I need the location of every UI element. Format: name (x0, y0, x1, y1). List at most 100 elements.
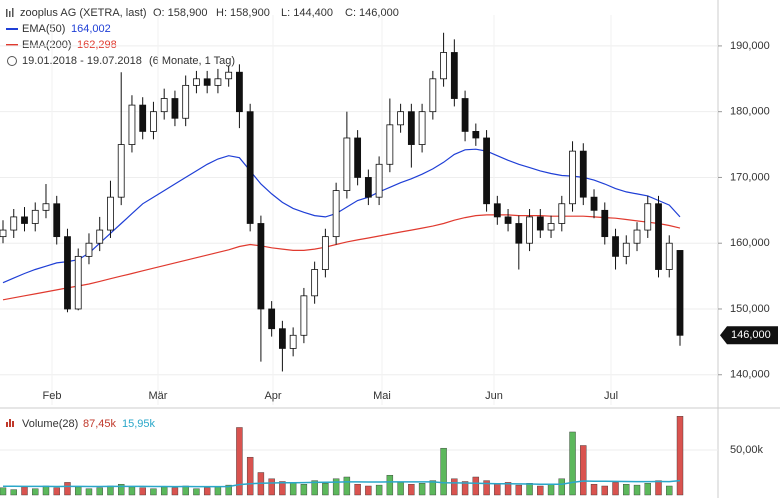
last-price-box (720, 326, 778, 345)
volume-bar (128, 486, 136, 496)
candle-body (236, 71, 243, 113)
volume-bar (343, 476, 351, 496)
volume-bar (0, 487, 7, 496)
volume-bar (214, 486, 222, 496)
candle-body (171, 98, 179, 119)
candle-body (53, 203, 61, 238)
candle-body (644, 203, 652, 231)
volume-bar (590, 483, 598, 496)
volume-bar (461, 481, 469, 496)
volume-bar (515, 484, 523, 496)
candle-body (85, 242, 93, 257)
volume-icon (6, 419, 14, 427)
candle-body (311, 269, 319, 297)
volume-bar (676, 416, 684, 496)
candle-body (321, 236, 329, 270)
volume-bar (451, 478, 458, 496)
ohlc-label: L: 144,400 (281, 7, 333, 19)
volume-avg-line (2, 479, 681, 488)
candle-body (42, 203, 50, 211)
candle-body (526, 216, 533, 244)
candle-body (128, 104, 136, 145)
candle-body (289, 334, 297, 349)
volume-bar (225, 484, 232, 496)
x-tick-label: Mai (373, 390, 391, 402)
range-label: 19.01.2018 - 19.07.2018 (22, 55, 142, 67)
candle-body (0, 229, 7, 238)
candle-body (612, 236, 619, 257)
candle-body (96, 229, 104, 244)
x-tick-label: Jun (485, 390, 503, 402)
volume-bar (289, 482, 297, 496)
volume-bar (150, 488, 157, 496)
volume-bar (236, 427, 243, 496)
candle-body (268, 308, 276, 330)
candle-body (150, 111, 157, 132)
x-tick-label: Mär (149, 390, 168, 402)
y-tick-label: 140,000 (730, 369, 770, 381)
candle-body (182, 84, 190, 119)
volume-bar (96, 487, 103, 496)
volume-bar (193, 488, 200, 496)
volume-avg-value: 15,95k (122, 418, 156, 430)
legend-label: EMA(200) (22, 39, 72, 51)
candle-body (558, 203, 566, 224)
volume-bar (580, 445, 587, 496)
volume-bar (429, 480, 437, 496)
y-tick-label: 50,00k (730, 444, 764, 456)
candle-body (429, 78, 437, 113)
candle-body (504, 216, 512, 224)
candle-body (440, 52, 447, 80)
candle-body (547, 223, 555, 231)
candle-body (107, 196, 114, 231)
volume-bar (569, 431, 576, 496)
ohlc-label: C: 146,000 (345, 7, 399, 19)
volume-bar (494, 483, 501, 496)
candle-body (601, 209, 609, 238)
volume-legend: Volume(28) (22, 418, 78, 430)
legend-value: 164,002 (71, 23, 111, 35)
volume-bar (182, 485, 189, 496)
volume-bar (64, 482, 71, 496)
ohlc-label: O: 158,900 (153, 7, 207, 19)
candle-body (450, 52, 458, 99)
volume-bar (623, 483, 630, 496)
ema-line (2, 214, 681, 301)
candle-body (397, 111, 405, 126)
candle-body (461, 98, 469, 132)
candle-body (676, 250, 684, 336)
volume-bar (107, 485, 114, 496)
volume-bar (547, 483, 555, 496)
legend-value: 162,298 (77, 39, 117, 51)
volume-bar (472, 476, 480, 496)
logo (6, 8, 14, 17)
ohlc-label: H: 158,900 (216, 7, 270, 19)
candle-body (407, 111, 415, 145)
candle-body (665, 242, 673, 270)
candle-body (579, 150, 587, 198)
candle-body (386, 124, 394, 165)
y-tick-label: 160,000 (730, 237, 770, 249)
candle-body (193, 78, 200, 86)
range-note: (6 Monate, 1 Tag) (149, 55, 235, 67)
volume-bar (203, 487, 211, 496)
volume-bar (139, 487, 146, 496)
grid (0, 15, 718, 405)
candle-body (354, 137, 362, 178)
volume-bar (365, 485, 372, 496)
volume-bar (354, 483, 361, 496)
candle-body (655, 203, 662, 270)
candle-body (483, 137, 490, 205)
candle-body (278, 328, 286, 349)
legend-label: EMA(50) (22, 23, 65, 35)
candle-body (536, 216, 544, 231)
volume-bar (311, 480, 318, 496)
candle-body (633, 229, 641, 244)
y-tick-label: 190,000 (730, 40, 770, 52)
candle-body (375, 163, 383, 198)
volume-bar (612, 482, 619, 496)
candle-body (203, 78, 211, 86)
candle-body (418, 111, 426, 145)
candle-body (21, 216, 28, 224)
